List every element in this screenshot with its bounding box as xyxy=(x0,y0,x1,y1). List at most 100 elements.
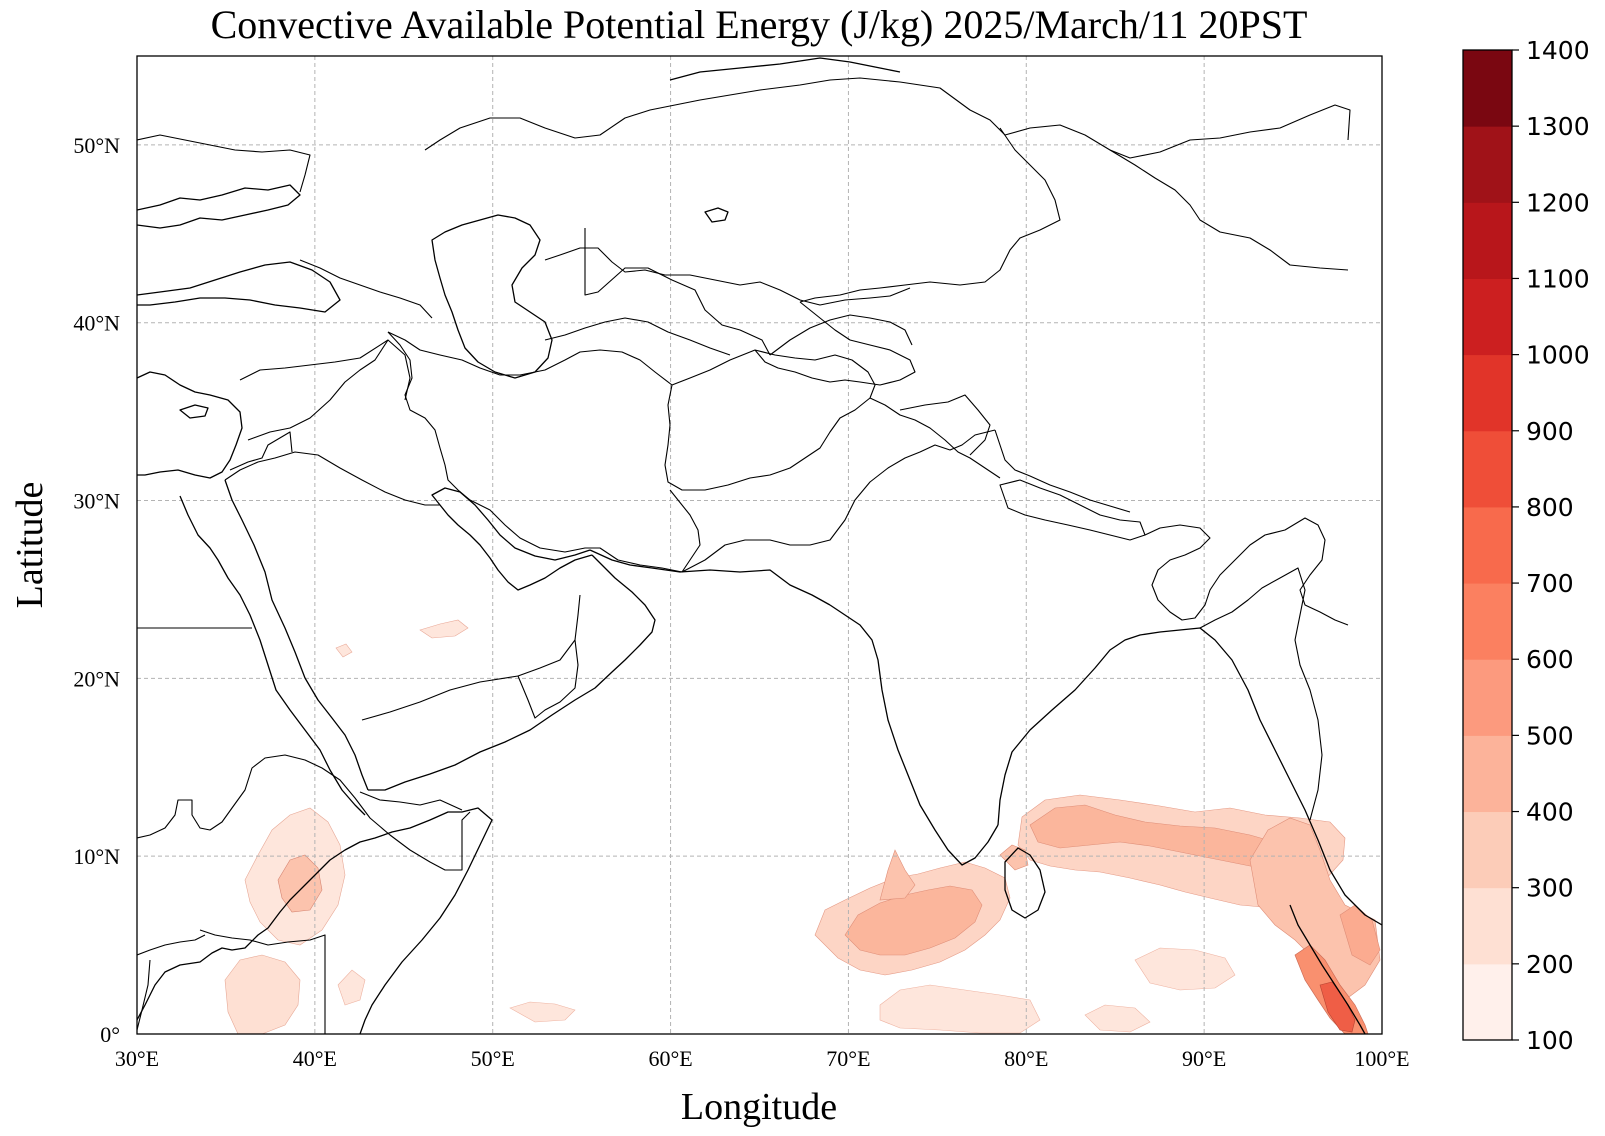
coastline-mediterranean xyxy=(137,371,243,479)
coastline-red-sea-east xyxy=(224,479,369,791)
lat-tick-label-10: 10°N xyxy=(73,844,120,869)
lon-tick-label-50: 50°E xyxy=(471,1046,515,1071)
lon-tick-label-100: 100°E xyxy=(1354,1046,1409,1071)
lat-tick-label-30: 30°N xyxy=(73,489,120,514)
coastline-arabia-south xyxy=(368,554,656,791)
map-plot-area xyxy=(136,55,1383,1035)
coastline-cyprus xyxy=(179,404,209,419)
cape-region-equatorial-ocean-b xyxy=(1134,947,1236,991)
colorbar-tick-label-1300: 1300 xyxy=(1526,112,1590,141)
border-yemen-oman xyxy=(361,594,581,721)
colorbar-tick-label-200: 200 xyxy=(1526,950,1574,979)
cape-region-andaman-sea xyxy=(1249,817,1381,1001)
border-ethiopia xyxy=(137,754,471,871)
border-pakistan xyxy=(681,429,996,573)
colorbar-segment-700 xyxy=(1463,506,1512,584)
longitude-tick-labels: 30°E 40°E 50°E 60°E 70°E 80°E 90°E 100°E xyxy=(115,1046,1410,1071)
colorbar-segment-1100 xyxy=(1463,202,1512,279)
border-bhutan-bangladesh xyxy=(1144,517,1349,626)
coastline-black-sea xyxy=(137,261,341,313)
border-russia-kazakhstan xyxy=(424,77,1351,159)
y-axis-label: Latitude xyxy=(9,482,51,609)
border-china-west xyxy=(754,301,916,386)
colorbar-tick-label-1200: 1200 xyxy=(1526,188,1590,217)
coastline-arctic-inlet xyxy=(669,57,901,81)
coastline-india-west xyxy=(829,604,999,866)
border-tajik-kyrgyz xyxy=(769,314,913,356)
border-kenya-somalia xyxy=(199,929,326,1034)
lon-tick-label-90: 90°E xyxy=(1182,1046,1226,1071)
lon-tick-label-40: 40°E xyxy=(293,1046,337,1071)
colorbar-tick-label-800: 800 xyxy=(1526,493,1574,522)
map-title: Convective Available Potential Energy (J… xyxy=(211,2,1308,47)
cape-region-arabia-patch xyxy=(419,619,469,639)
colorbar-segment-1000 xyxy=(1463,278,1512,356)
border-saudi-yemen xyxy=(517,639,576,677)
cape-region-arabian-sea-patch xyxy=(509,1001,576,1023)
border-mongolia xyxy=(1109,149,1349,271)
lat-tick-label-50: 50°N xyxy=(73,133,120,158)
lon-tick-label-30: 30°E xyxy=(115,1046,159,1071)
coastline-iran-pakistan xyxy=(589,549,831,606)
coastline-aral xyxy=(704,207,729,223)
coastline-caspian xyxy=(431,214,553,379)
colorbar-tick-label-600: 600 xyxy=(1526,645,1574,674)
colorbar-tick-label-100: 100 xyxy=(1526,1026,1574,1055)
lat-tick-label-40: 40°N xyxy=(73,311,120,336)
coastline-sri-lanka xyxy=(1004,847,1046,919)
border-india-pakistan xyxy=(869,397,1001,479)
colorbar-frame xyxy=(1462,49,1513,1041)
colorbar-tick-label-400: 400 xyxy=(1526,798,1574,827)
border-iraq xyxy=(247,339,411,441)
coastline-malay-peninsula xyxy=(1289,904,1366,1034)
colorbar-segment-100 xyxy=(1463,963,1512,1041)
colorbar-segment-600 xyxy=(1463,583,1512,660)
border-ukraine-russia xyxy=(137,134,311,193)
cape-region-sumatra-core xyxy=(1319,981,1356,1033)
lat-tick-label-20: 20°N xyxy=(73,666,120,691)
cape-region-east-africa-equatorial xyxy=(224,954,301,1034)
coastlines-and-borders xyxy=(137,57,1382,1034)
border-turkmenistan xyxy=(544,317,731,356)
border-iran xyxy=(387,331,701,573)
border-somaliland xyxy=(359,791,463,811)
lon-tick-label-60: 60°E xyxy=(648,1046,692,1071)
border-uzbekistan xyxy=(584,228,771,356)
cape-region-arabia-patch-b xyxy=(335,643,353,658)
border-tanzania xyxy=(137,959,151,1031)
colorbar-segment-500 xyxy=(1463,659,1512,736)
map-frame xyxy=(136,55,1383,1035)
border-jordan xyxy=(229,431,293,471)
colorbar-tick-label-900: 900 xyxy=(1526,417,1574,446)
colorbar-tick-label-1400: 1400 xyxy=(1526,36,1590,65)
border-saudi-north xyxy=(224,451,440,506)
colorbar-tick-label-1100: 1100 xyxy=(1526,264,1590,293)
border-kazakhstan-south xyxy=(544,247,911,306)
cape-shading-layer xyxy=(224,619,1381,1034)
coastline-india-east xyxy=(997,627,1382,926)
coastline-africa-east xyxy=(137,807,493,1034)
border-myanmar xyxy=(1199,567,1323,821)
cape-region-equatorial-ocean-a xyxy=(879,984,1041,1034)
cape-region-west-coast-india xyxy=(879,849,916,901)
colorbar-segment-1300 xyxy=(1463,50,1512,127)
border-kazakhstan-east xyxy=(799,127,1061,303)
cape-region-laccadive-core xyxy=(844,885,983,956)
border-uganda xyxy=(137,934,206,956)
colorbar-segment-200 xyxy=(1463,887,1512,965)
colorbar-tick-label-700: 700 xyxy=(1526,569,1574,598)
coastline-persian-gulf xyxy=(431,487,593,591)
colorbar-segment-400 xyxy=(1463,735,1512,813)
colorbar-tick-label-300: 300 xyxy=(1526,874,1574,903)
colorbar-tick-label-500: 500 xyxy=(1526,721,1574,750)
x-axis-label: Longitude xyxy=(681,1086,837,1128)
lon-tick-label-80: 80°E xyxy=(1004,1046,1048,1071)
lat-tick-label-0: 0° xyxy=(100,1022,120,1047)
cape-region-east-africa-core xyxy=(277,854,323,913)
border-iran-north xyxy=(387,331,673,386)
colorbar-segment-300 xyxy=(1463,811,1512,889)
coastline-red-sea-west xyxy=(179,495,366,816)
colorbar-segment-1200 xyxy=(1463,126,1512,203)
latitude-tick-labels: 0° 10°N 20°N 30°N 40°N 50°N xyxy=(73,133,120,1047)
